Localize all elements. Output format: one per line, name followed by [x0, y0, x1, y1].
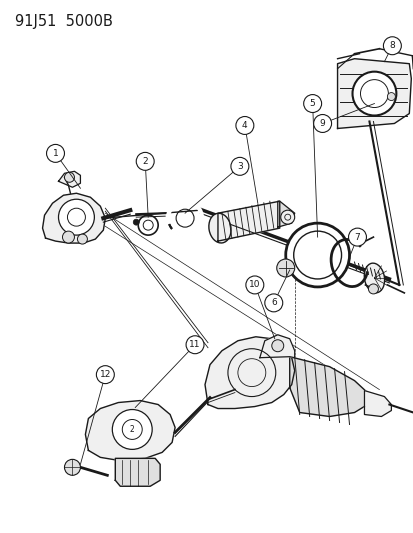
Text: 6: 6 — [270, 298, 276, 308]
Polygon shape — [43, 193, 105, 243]
Circle shape — [285, 223, 349, 287]
Text: 5: 5 — [309, 99, 315, 108]
Text: 91J51  5000B: 91J51 5000B — [14, 14, 112, 29]
Polygon shape — [337, 59, 411, 128]
Circle shape — [46, 144, 64, 163]
Circle shape — [96, 366, 114, 384]
Polygon shape — [217, 201, 279, 241]
Circle shape — [112, 409, 152, 449]
Text: 2: 2 — [130, 425, 134, 434]
Polygon shape — [204, 337, 294, 408]
Polygon shape — [58, 171, 80, 187]
Circle shape — [245, 276, 263, 294]
Polygon shape — [289, 357, 367, 416]
Circle shape — [230, 157, 248, 175]
Text: 11: 11 — [189, 340, 200, 349]
Circle shape — [271, 340, 283, 352]
Circle shape — [368, 284, 377, 294]
Text: 1: 1 — [52, 149, 58, 158]
Text: 7: 7 — [354, 232, 359, 241]
Circle shape — [280, 210, 294, 224]
Ellipse shape — [208, 213, 230, 243]
Text: 2: 2 — [142, 157, 148, 166]
Circle shape — [276, 259, 294, 277]
Polygon shape — [115, 458, 160, 486]
Polygon shape — [277, 201, 294, 227]
Circle shape — [64, 459, 80, 475]
Circle shape — [133, 219, 139, 225]
Text: 3: 3 — [236, 162, 242, 171]
Circle shape — [264, 294, 282, 312]
Circle shape — [185, 336, 204, 354]
Circle shape — [313, 115, 331, 133]
Text: 9: 9 — [319, 119, 325, 128]
Circle shape — [382, 37, 400, 55]
Polygon shape — [85, 400, 175, 461]
Circle shape — [303, 94, 321, 112]
Text: 4: 4 — [242, 121, 247, 130]
Text: 8: 8 — [389, 41, 394, 50]
Circle shape — [136, 152, 154, 171]
Text: 10: 10 — [249, 280, 260, 289]
Circle shape — [387, 93, 394, 101]
Circle shape — [351, 71, 395, 116]
Circle shape — [62, 231, 74, 243]
Polygon shape — [259, 335, 294, 358]
Ellipse shape — [363, 263, 384, 293]
Text: 12: 12 — [100, 370, 111, 379]
Circle shape — [77, 234, 87, 244]
Circle shape — [348, 228, 366, 246]
Polygon shape — [363, 391, 390, 416]
Circle shape — [58, 199, 94, 235]
Circle shape — [235, 117, 253, 134]
Circle shape — [64, 172, 74, 182]
